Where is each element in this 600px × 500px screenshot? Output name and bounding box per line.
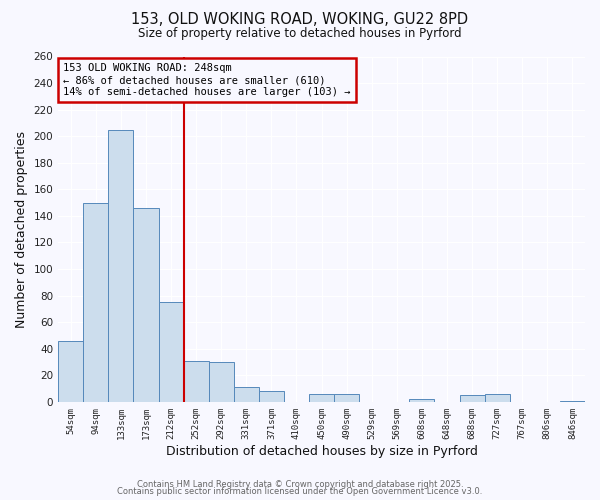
Bar [485, 394, 510, 402]
Bar [83, 202, 109, 402]
Bar [334, 394, 359, 402]
Bar [209, 362, 234, 402]
Bar [133, 208, 158, 402]
Bar [58, 340, 83, 402]
Text: Contains HM Land Registry data © Crown copyright and database right 2025.: Contains HM Land Registry data © Crown c… [137, 480, 463, 489]
Bar [409, 399, 434, 402]
Bar [309, 394, 334, 402]
Bar [234, 387, 259, 402]
Text: 153, OLD WOKING ROAD, WOKING, GU22 8PD: 153, OLD WOKING ROAD, WOKING, GU22 8PD [131, 12, 469, 28]
Bar [184, 360, 209, 402]
Text: 153 OLD WOKING ROAD: 248sqm
← 86% of detached houses are smaller (610)
14% of se: 153 OLD WOKING ROAD: 248sqm ← 86% of det… [64, 64, 351, 96]
Text: Contains public sector information licensed under the Open Government Licence v3: Contains public sector information licen… [118, 487, 482, 496]
Bar [560, 400, 585, 402]
X-axis label: Distribution of detached houses by size in Pyrford: Distribution of detached houses by size … [166, 444, 478, 458]
Y-axis label: Number of detached properties: Number of detached properties [15, 130, 28, 328]
Text: Size of property relative to detached houses in Pyrford: Size of property relative to detached ho… [138, 28, 462, 40]
Bar [460, 395, 485, 402]
Bar [259, 391, 284, 402]
Bar [158, 302, 184, 402]
Bar [109, 130, 133, 402]
